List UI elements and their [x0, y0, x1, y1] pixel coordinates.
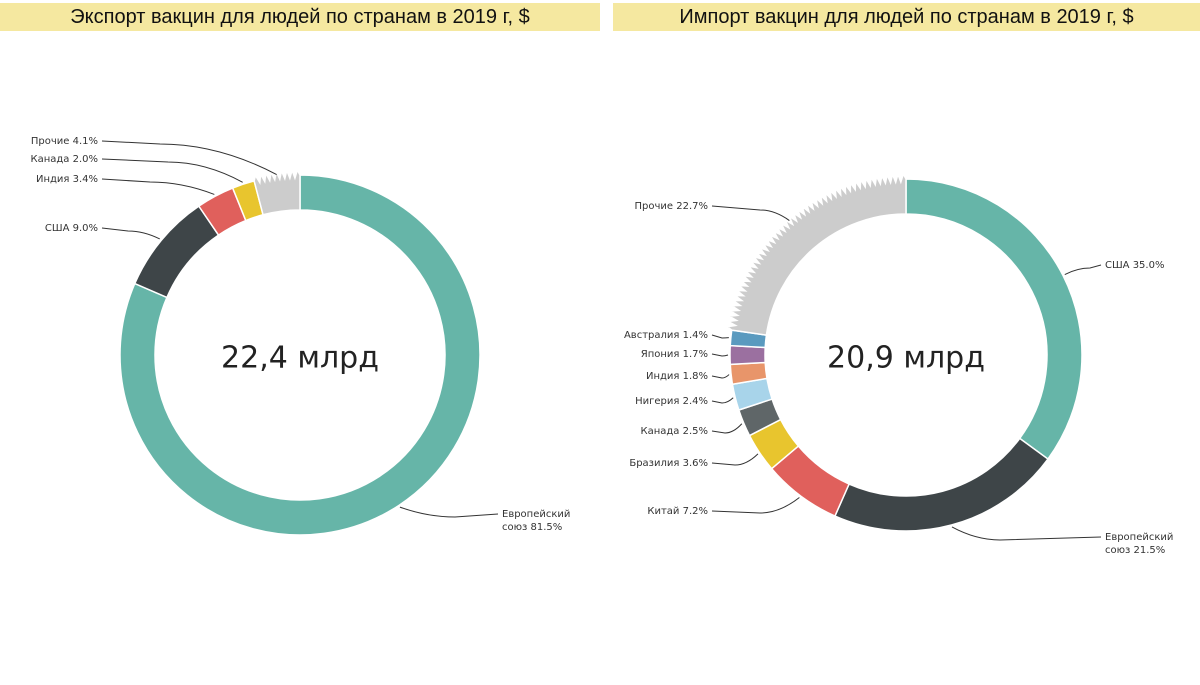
export-slice-other: [253, 167, 301, 216]
import-label-nigeria: Нигерия 2.4%: [635, 396, 708, 407]
import-label-brazil: Бразилия 3.6%: [629, 458, 708, 469]
import-label-eu: Европейский: [1105, 532, 1173, 543]
import-leader-japan: [711, 353, 729, 357]
export-label-usa: США 9.0%: [45, 223, 98, 234]
export-leader-canada: [101, 158, 243, 183]
export-label-india: Индия 3.4%: [36, 174, 98, 185]
export-label-eu: Европейский: [502, 509, 570, 520]
import-leader-usa: [1064, 264, 1102, 275]
export-leader-india: [101, 178, 215, 195]
import-leader-india: [711, 374, 730, 379]
export-label-canada: Канада 2.0%: [30, 154, 98, 165]
import-leader-nigeria: [711, 397, 734, 404]
import-label-canada: Канада 2.5%: [640, 426, 708, 437]
import-label-japan: Япония 1.7%: [641, 349, 708, 360]
import-total-label: 20,9 млрд: [827, 341, 985, 376]
export-label-other: Прочие 4.1%: [31, 136, 98, 147]
import-slice-eu: [833, 437, 1049, 532]
export-label-eu: союз 81.5%: [502, 522, 562, 533]
export-slice-usa: [133, 205, 220, 299]
export-chart-title: Экспорт вакцин для людей по странам в 20…: [0, 3, 600, 31]
export-leader-eu: [399, 506, 499, 518]
import-leader-eu: [951, 526, 1102, 541]
import-leader-china: [711, 497, 800, 514]
import-leader-brazil: [711, 453, 759, 466]
import-label-china: Китай 7.2%: [647, 506, 708, 517]
import-leader-other: [711, 205, 790, 221]
export-total-label: 22,4 млрд: [221, 341, 379, 376]
import-slice-other: [725, 171, 907, 336]
import-leader-australia: [711, 334, 729, 339]
import-donut: США 35.0% Европейский союз 21.5% Китай 7.2%…: [624, 171, 1173, 556]
import-label-usa: США 35.0%: [1105, 260, 1164, 271]
import-chart-title: Импорт вакцин для людей по странам в 201…: [613, 3, 1200, 31]
import-label-eu: союз 21.5%: [1105, 545, 1165, 556]
import-label-australia: Австралия 1.4%: [624, 330, 708, 341]
export-slice-eu: [119, 174, 481, 536]
import-label-other: Прочие 22.7%: [635, 201, 709, 212]
export-donut: Европейский союз 81.5% США 9.0% Индия 3.4% К…: [30, 136, 570, 536]
import-slice-japan: [729, 344, 766, 366]
export-leader-other: [101, 140, 277, 175]
import-slice-usa: [905, 178, 1083, 461]
import-label-india: Индия 1.8%: [646, 371, 708, 382]
import-leader-canada: [711, 423, 743, 434]
export-leader-usa: [101, 227, 160, 240]
